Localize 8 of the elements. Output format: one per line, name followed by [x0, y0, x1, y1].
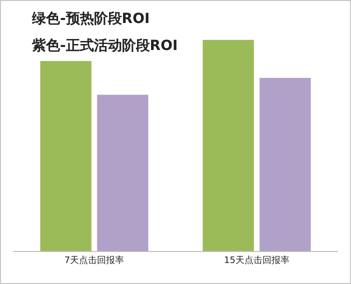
- bar: [260, 78, 311, 251]
- bar: [40, 61, 92, 251]
- bar: [202, 40, 254, 251]
- x-tick-label: 7天点击回报率: [64, 254, 124, 266]
- bar: [97, 94, 148, 251]
- annotation: 紫色-正式活动阶段ROI: [31, 38, 178, 54]
- x-tick-label: 15天点击回报率: [224, 254, 290, 266]
- text: 绿色-预热阶段ROI: [31, 11, 150, 27]
